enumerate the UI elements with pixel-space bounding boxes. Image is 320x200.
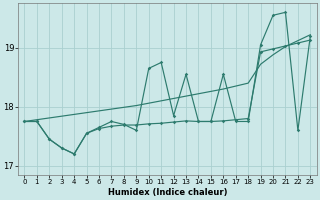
X-axis label: Humidex (Indice chaleur): Humidex (Indice chaleur): [108, 188, 227, 197]
